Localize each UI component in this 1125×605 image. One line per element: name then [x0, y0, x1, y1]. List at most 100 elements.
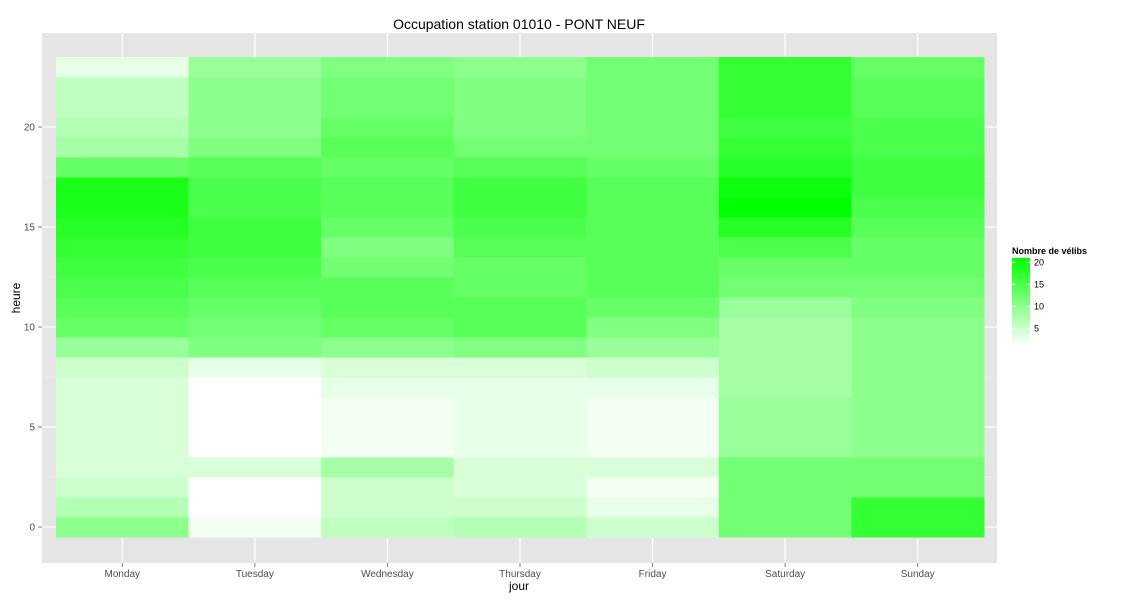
- heatmap-tile: [56, 457, 190, 478]
- heatmap-tile: [718, 417, 852, 438]
- heatmap-tile: [586, 417, 720, 438]
- heatmap-tile: [586, 377, 720, 398]
- legend-tick-label: 5: [1034, 323, 1039, 333]
- heatmap-tile: [321, 177, 455, 198]
- heatmap-tile: [586, 337, 720, 358]
- heatmap-tile: [56, 57, 190, 78]
- heatmap-tile: [453, 317, 587, 338]
- legend: Nombre de vélibs 5 10 15 20: [1012, 246, 1087, 346]
- heatmap-tile: [321, 217, 455, 238]
- heatmap-tile: [188, 97, 322, 118]
- heatmap-tile: [321, 357, 455, 378]
- heatmap-tile: [56, 137, 190, 158]
- heatmap-tile: [188, 277, 322, 298]
- x-tick-label: Sunday: [901, 569, 935, 580]
- heatmap-tile: [188, 517, 322, 538]
- heatmap-tile: [851, 357, 985, 378]
- heatmap-tile: [321, 97, 455, 118]
- heatmap-tile: [851, 517, 985, 538]
- heatmap-tile: [453, 477, 587, 498]
- heatmap-tile: [56, 157, 190, 178]
- heatmap-tile: [718, 117, 852, 138]
- heatmap-tile: [586, 97, 720, 118]
- heatmap-tile: [851, 297, 985, 318]
- heatmap-tile: [56, 317, 190, 338]
- heatmap-tile: [586, 437, 720, 458]
- heatmap-tile: [851, 217, 985, 238]
- heatmap-tile: [586, 117, 720, 138]
- x-tick-label: Thursday: [499, 569, 541, 580]
- heatmap-tile: [453, 257, 587, 278]
- heatmap-tile: [851, 317, 985, 338]
- heatmap-tile: [586, 517, 720, 538]
- heatmap-tile: [453, 177, 587, 198]
- heatmap-tile: [56, 177, 190, 198]
- legend-tick-label: 10: [1034, 301, 1044, 311]
- heatmap-tile: [188, 197, 322, 218]
- heatmap-tile: [188, 417, 322, 438]
- heatmap-tile: [321, 237, 455, 258]
- heatmap-tile: [56, 257, 190, 278]
- heatmap-tile: [453, 237, 587, 258]
- x-tick-label: Wednesday: [361, 569, 414, 580]
- y-tick-label: 10: [24, 323, 36, 334]
- heatmap-tile: [586, 237, 720, 258]
- heatmap-tile: [718, 377, 852, 398]
- heatmap-tile: [851, 57, 985, 78]
- heatmap-tile: [586, 257, 720, 278]
- heatmap-tile: [321, 197, 455, 218]
- y-tick-label: 5: [29, 423, 35, 434]
- heatmap-tile: [718, 197, 852, 218]
- heatmap-tile: [56, 77, 190, 98]
- heatmap-tile: [321, 57, 455, 78]
- heatmap-tile: [321, 437, 455, 458]
- heatmap-tile: [188, 117, 322, 138]
- heatmap-tile: [56, 337, 190, 358]
- heatmap-tile: [586, 137, 720, 158]
- heatmap-tile: [453, 517, 587, 538]
- legend-tick-label: 20: [1034, 257, 1044, 267]
- heatmap-tile: [453, 57, 587, 78]
- heatmap-tile: [718, 217, 852, 238]
- heatmap-tile: [56, 397, 190, 418]
- heatmap-tile: [718, 297, 852, 318]
- heatmap-tile: [718, 237, 852, 258]
- heatmap-tile: [321, 77, 455, 98]
- heatmap-tile: [718, 137, 852, 158]
- heatmap-tile: [453, 197, 587, 218]
- heatmap-tile: [718, 477, 852, 498]
- heatmap-tile: [453, 357, 587, 378]
- heatmap-tile: [851, 237, 985, 258]
- heatmap-tile: [56, 197, 190, 218]
- heatmap-tile: [453, 337, 587, 358]
- heatmap-tile: [718, 177, 852, 198]
- heatmap-tile: [851, 77, 985, 98]
- heatmap-tile: [188, 317, 322, 338]
- heatmap-tile: [586, 157, 720, 178]
- heatmap-tile: [851, 397, 985, 418]
- heatmap-tile: [718, 317, 852, 338]
- heatmap-tile: [188, 157, 322, 178]
- heatmap-tile: [718, 277, 852, 298]
- heatmap-tile: [188, 217, 322, 238]
- heatmap-tile: [586, 497, 720, 518]
- heatmap-tile: [851, 97, 985, 118]
- heatmap-tile: [56, 237, 190, 258]
- heatmap-tile: [56, 437, 190, 458]
- heatmap-tile: [718, 77, 852, 98]
- x-axis-ticks: Monday Tuesday Wednesday Thursday Friday Satu…: [104, 563, 935, 580]
- heatmap-tile: [188, 357, 322, 378]
- heatmap-tile: [586, 177, 720, 198]
- heatmap-tile: [56, 517, 190, 538]
- heatmap-tile: [321, 477, 455, 498]
- heatmap-tile: [56, 377, 190, 398]
- heatmap-tile: [453, 497, 587, 518]
- heatmap-tile: [321, 397, 455, 418]
- heatmap-tile: [718, 437, 852, 458]
- heatmap-tile: [718, 517, 852, 538]
- heatmap-tile: [586, 357, 720, 378]
- heatmap-tile: [453, 297, 587, 318]
- heatmap-tile: [453, 397, 587, 418]
- y-axis-ticks: 0 5 10 15 20: [24, 123, 42, 534]
- legend-ticks: 5 10 15 20: [1012, 257, 1044, 333]
